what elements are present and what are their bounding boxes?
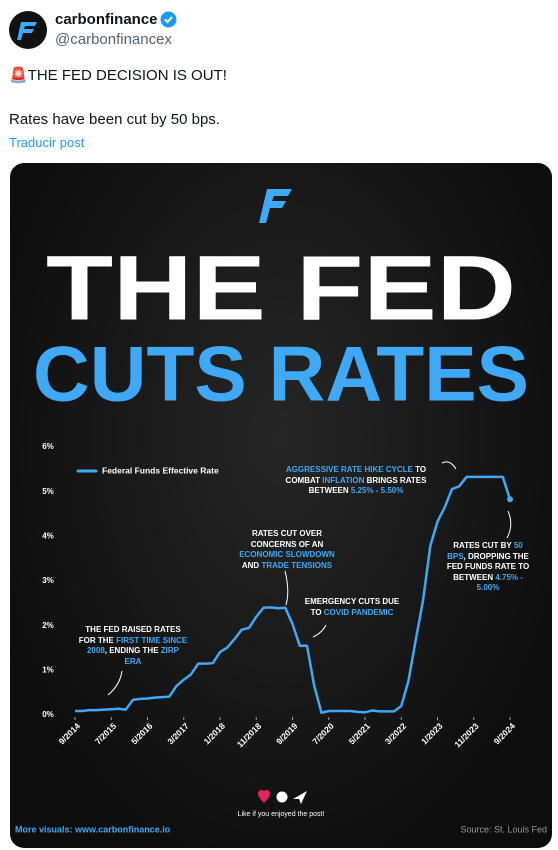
translate-link[interactable]: Traducir post bbox=[9, 135, 85, 150]
subtitle: CUTS RATES bbox=[33, 330, 529, 418]
annotation-text: COVID PANDEMIC bbox=[323, 607, 394, 617]
y-tick-label: 5% bbox=[42, 487, 54, 496]
annotation: RATES CUT BY 50 BPS, DROPPING THE FED FU… bbox=[444, 541, 532, 594]
annotation-text: TO COMBAT bbox=[285, 465, 427, 485]
annotation-text: THE FED RAISED RATES FOR THE bbox=[78, 625, 181, 645]
annotation-text: ECONOMIC SLOWDOWN bbox=[239, 550, 335, 559]
verified-badge bbox=[160, 11, 177, 28]
y-tick-label: 0% bbox=[42, 710, 54, 719]
post-text: 🚨THE FED DECISION IS OUT! bbox=[9, 67, 227, 84]
title: THE FED bbox=[46, 237, 516, 339]
x-tick-label: 5/2016 bbox=[129, 721, 155, 747]
avatar[interactable] bbox=[9, 11, 47, 49]
annotation-text: AGGRESSIVE RATE HIKE CYCLE bbox=[285, 465, 413, 474]
annotation-text: TRADE TENSIONS bbox=[261, 560, 333, 570]
post-text: Rates have been cut by 50 bps. bbox=[9, 111, 220, 128]
x-tick-label: 9/2019 bbox=[274, 721, 300, 747]
like-text: Like if you enjoyed the post! bbox=[238, 811, 325, 818]
x-tick-label: 3/2017 bbox=[165, 721, 191, 747]
x-tick-label: 1/2018 bbox=[202, 721, 228, 747]
x-tick-label: 5/2021 bbox=[347, 721, 373, 747]
x-tick-label: 7/2020 bbox=[310, 721, 336, 747]
x-tick-label: 11/2023 bbox=[452, 721, 481, 750]
x-tick-label: 7/2015 bbox=[93, 721, 119, 747]
legend-label: Federal Funds Effective Rate bbox=[102, 465, 219, 475]
annotation: THE FED RAISED RATES FOR THE FIRST TIME … bbox=[78, 625, 188, 667]
annotation-text: , ENDING THE bbox=[104, 646, 161, 655]
annotation: RATES CUT OVER CONCERNS OF AN ECONOMIC S… bbox=[232, 529, 342, 571]
rate-line bbox=[75, 475, 512, 715]
y-tick-label: 1% bbox=[42, 665, 54, 674]
annotation-text: FIRST TIME SINCE 2008 bbox=[86, 635, 188, 656]
annotation-arrows bbox=[107, 461, 512, 696]
infographic[interactable]: THE FED CUTS RATES Like if you enjoyed t… bbox=[10, 163, 552, 848]
share-icons[interactable] bbox=[258, 790, 307, 804]
y-tick-label: 4% bbox=[42, 531, 54, 540]
chart: THE FED CUTS RATES Like if you enjoyed t… bbox=[15, 189, 547, 834]
annotation-text: EMERGENCY CUTS DUE TO bbox=[304, 597, 400, 617]
user-handle[interactable]: @carbonfinancex bbox=[55, 31, 172, 48]
annotation: EMERGENCY CUTS DUE TO COVID PANDEMIC bbox=[302, 597, 402, 618]
user-name[interactable]: carbonfinance bbox=[55, 11, 158, 28]
annotation-text: BRINGS RATES BETWEEN bbox=[308, 475, 427, 496]
y-tick-label: 2% bbox=[42, 621, 54, 630]
logo bbox=[259, 189, 292, 223]
y-tick-label: 3% bbox=[42, 576, 54, 585]
annotation-text: ZIRP ERA bbox=[124, 646, 180, 666]
end-point bbox=[507, 496, 513, 503]
footer-source: Source: St. Louis Fed bbox=[460, 824, 547, 834]
footer-link[interactable]: More visuals: www.carbonfinance.io bbox=[15, 824, 171, 834]
annotation-text: , DROPPING THE FED FUNDS RATE TO BETWEEN bbox=[446, 551, 530, 582]
annotation-text: 5.25% - 5.50% bbox=[350, 486, 404, 495]
annotation-text: 4.75% - 5.00% bbox=[476, 572, 523, 593]
annotation: AGGRESSIVE RATE HIKE CYCLE TO COMBAT INF… bbox=[282, 465, 430, 497]
annotation-text: RATES CUT OVER CONCERNS OF AN bbox=[250, 529, 324, 549]
x-tick-label: 11/2018 bbox=[235, 721, 264, 750]
annotation-text: RATES CUT BY bbox=[453, 541, 514, 550]
x-tick-label: 9/2024 bbox=[492, 721, 518, 747]
x-tick-label: 1/2023 bbox=[419, 721, 445, 747]
annotation-text: 50 BPS bbox=[447, 541, 523, 561]
annotation-text: AND bbox=[241, 560, 262, 570]
y-tick-label: 6% bbox=[42, 442, 54, 451]
x-tick-label: 3/2022 bbox=[383, 721, 409, 747]
annotation-text: INFLATION bbox=[322, 475, 365, 485]
x-tick-label: 9/2014 bbox=[57, 721, 83, 747]
